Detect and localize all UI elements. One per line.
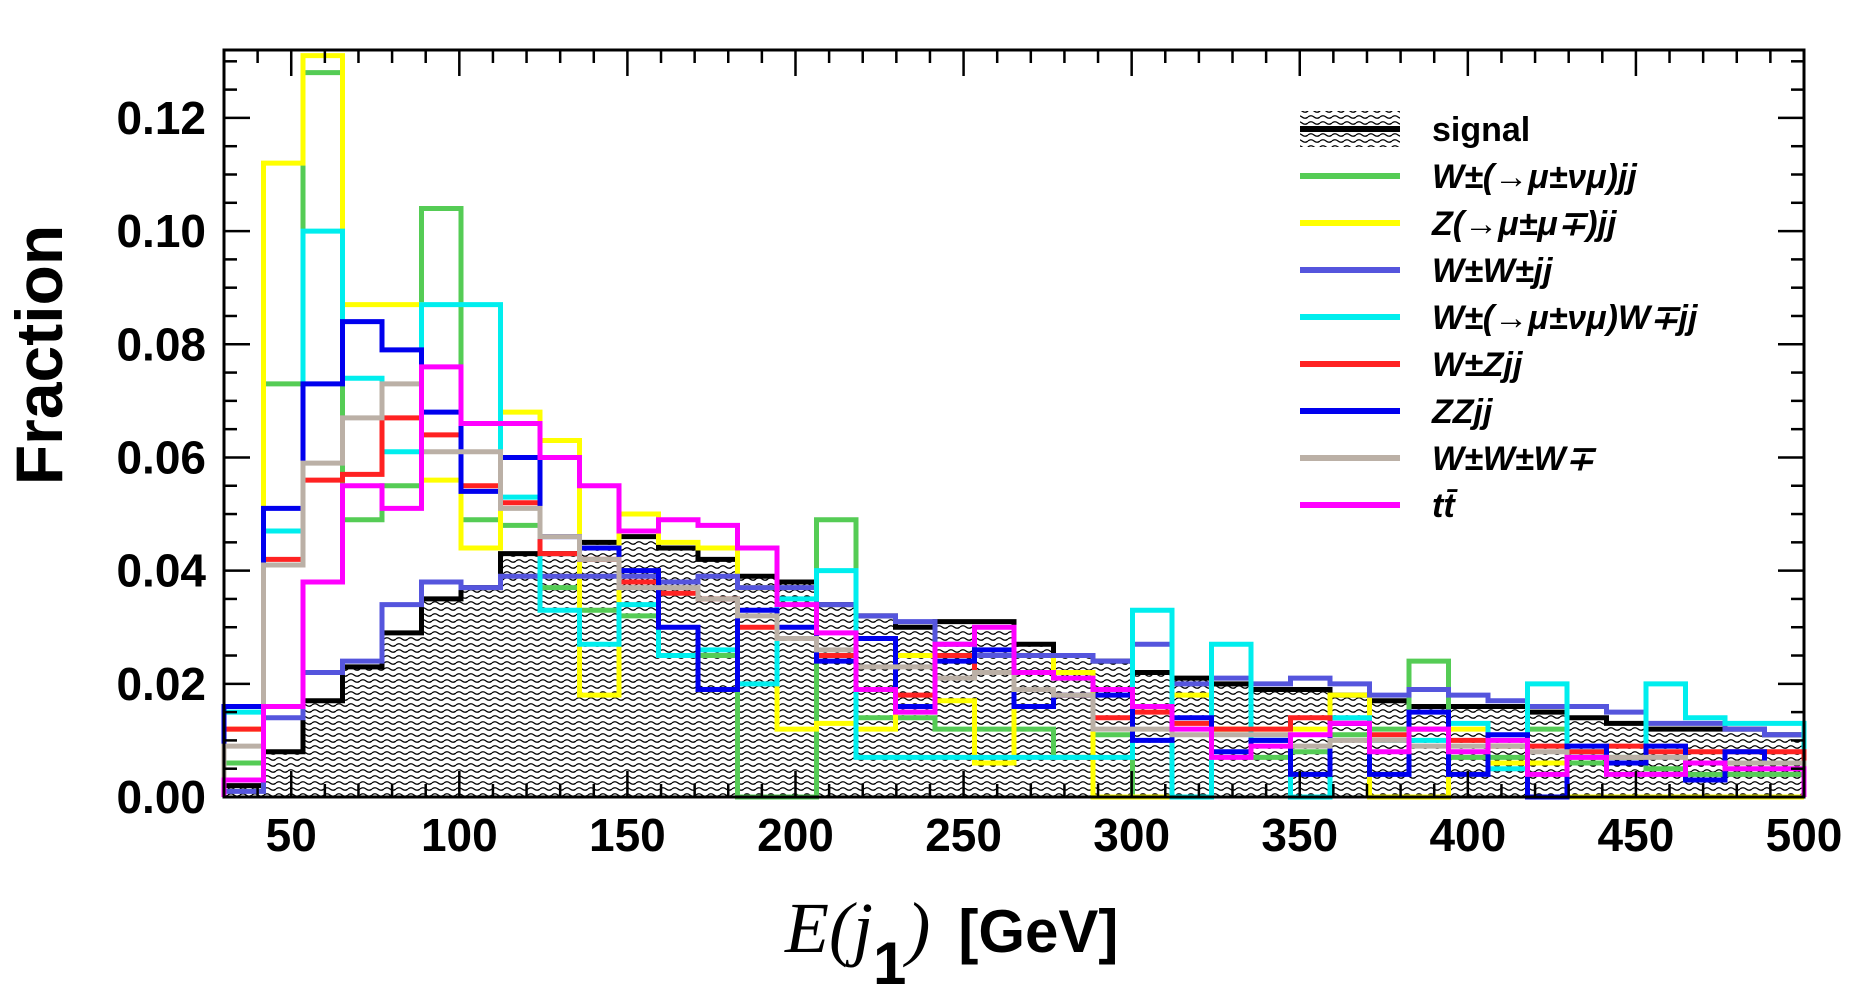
- legend-item-wpwp-jj: W±W±jj: [1300, 252, 1554, 290]
- x-axis-label-prefix: E(: [784, 888, 857, 968]
- x-tick-label: 450: [1598, 809, 1675, 861]
- legend-label: W±Zjj: [1432, 346, 1524, 384]
- x-tick-label: 300: [1093, 809, 1170, 861]
- x-tick-label: 100: [421, 809, 498, 861]
- x-tick-label: 50: [266, 809, 317, 861]
- series-w-munu-w-jj: [221, 228, 1807, 800]
- series-w-munu-w-jj-outline: [221, 228, 1807, 800]
- x-tick-label: 350: [1261, 809, 1338, 861]
- legend: signal W±(→μ±νμ)jj Z(→μ±μ∓)jj W±W±jj W±(→μ±ν…: [1300, 111, 1699, 525]
- series-ttbar-outline: [221, 364, 1807, 797]
- legend-item-z-mumu-jj: Z(→μ±μ∓)jj: [1300, 205, 1618, 243]
- y-tick-label: 0.12: [116, 92, 206, 144]
- legend-label: W±W±W∓: [1432, 440, 1597, 478]
- y-tick-label: 0.10: [116, 205, 206, 257]
- legend-label: W±W±jj: [1432, 252, 1554, 290]
- legend-label: tt̄: [1432, 487, 1458, 525]
- y-tick-labels: 0.00 0.02 0.04 0.06 0.08 0.10 0.12: [116, 92, 206, 823]
- legend-label: W±(→μ±νμ)jj: [1432, 158, 1638, 196]
- legend-label: Z(→μ±μ∓)jj: [1431, 205, 1618, 243]
- x-tick-label: 150: [589, 809, 666, 861]
- y-tick-label: 0.00: [116, 771, 206, 823]
- x-tick-label: 200: [757, 809, 834, 861]
- axis-ticks: [222, 50, 1806, 799]
- x-tick-labels: 50 100 150 200 250 300 350 400 450 500: [266, 809, 1843, 861]
- x-axis-label: E(j1) [GeV]: [784, 888, 1118, 996]
- legend-label: W±(→μ±νμ)W∓jj: [1432, 299, 1699, 337]
- y-axis-label: Fraction: [2, 225, 76, 485]
- legend-item-www: W±W±W∓: [1300, 440, 1597, 478]
- legend-item-ttbar: tt̄: [1300, 487, 1458, 525]
- y-tick-label: 0.06: [116, 431, 206, 483]
- x-tick-label: 500: [1766, 809, 1843, 861]
- legend-label: signal: [1432, 111, 1530, 149]
- y-tick-label: 0.02: [116, 658, 206, 710]
- histogram-layer: [221, 53, 1807, 800]
- series-ttbar: [221, 364, 1807, 797]
- legend-item-w-munu-w-jj: W±(→μ±νμ)W∓jj: [1300, 299, 1699, 337]
- plot-frame: [222, 48, 1806, 799]
- x-axis-label-suffix: ): [902, 888, 930, 968]
- legend-item-wz-jj: W±Zjj: [1300, 346, 1524, 384]
- x-axis-label-subscript: 1: [873, 930, 906, 996]
- legend-item-w-munu-jj: W±(→μ±νμ)jj: [1300, 158, 1638, 196]
- legend-label: ZZjj: [1431, 393, 1494, 431]
- x-tick-label: 400: [1429, 809, 1506, 861]
- legend-item-zz-jj: ZZjj: [1300, 393, 1494, 431]
- y-tick-label: 0.04: [116, 545, 206, 597]
- x-tick-label: 250: [925, 809, 1002, 861]
- legend-item-signal: signal: [1300, 111, 1530, 149]
- y-tick-label: 0.08: [116, 318, 206, 370]
- x-axis-label-units: [GeV]: [958, 898, 1118, 965]
